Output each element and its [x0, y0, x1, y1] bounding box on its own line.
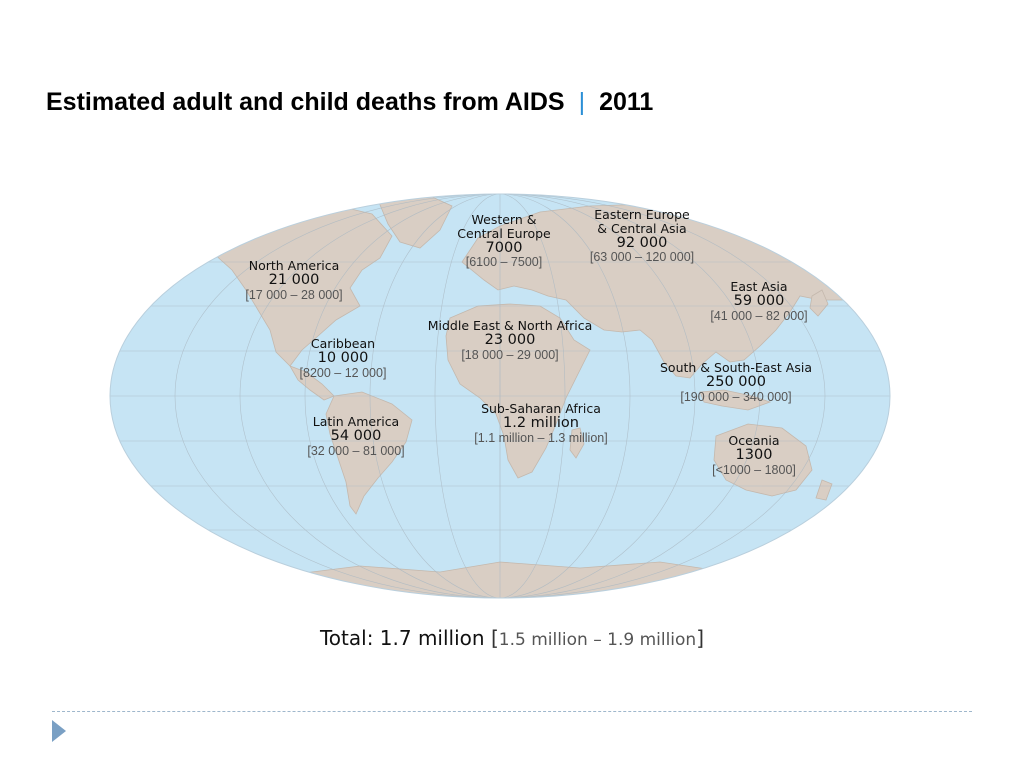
- footer-divider: [52, 711, 972, 712]
- region-oceania: Oceania 1300 [<1000 – 1800]: [712, 434, 796, 477]
- total-label: Total: 1.7 million: [319, 626, 485, 650]
- globe-outline: [109, 193, 891, 599]
- land-south-america: [325, 391, 413, 515]
- region-eastern-europe-central-asia: Eastern Europe & Central Asia 92 000 [63…: [590, 208, 694, 265]
- region-name-line1: Western &: [471, 212, 537, 227]
- region-value: 1300: [735, 446, 773, 463]
- region-east-asia: East Asia 59 000 [41 000 – 82 000]: [710, 280, 807, 323]
- region-name: North America: [248, 258, 340, 273]
- total-range: 1.5 million – 1.9 million: [498, 630, 697, 650]
- land-north-america: [199, 203, 393, 367]
- land-madagascar: [569, 427, 585, 459]
- region-name: Middle East & North Africa: [427, 318, 593, 333]
- title-separator: |: [578, 88, 586, 116]
- region-range: [6100 – 7500]: [465, 255, 543, 270]
- region-sub-saharan-africa: Sub-Saharan Africa 1.2 million [1.1 mill…: [474, 402, 607, 445]
- land-new-zealand: [815, 479, 833, 501]
- title-main: Estimated adult and child deaths from AI…: [46, 88, 565, 116]
- region-range: [41 000 – 82 000]: [710, 308, 808, 323]
- region-value: 92 000: [616, 234, 668, 251]
- region-range: [8200 – 12 000]: [299, 365, 387, 380]
- region-value: 250 000: [706, 373, 766, 390]
- region-range: [<1000 – 1800]: [712, 462, 796, 477]
- land-africa: [445, 303, 591, 479]
- region-north-america: North America 21 000 [17 000 – 28 000]: [245, 259, 342, 302]
- region-name: Caribbean: [310, 336, 376, 351]
- land-central-america: [289, 365, 335, 401]
- land-greenland: [377, 195, 453, 249]
- total-bracket-open: [: [490, 626, 499, 650]
- region-name-line1: Eastern Europe: [594, 207, 690, 222]
- total-bracket-close: ]: [696, 626, 705, 650]
- region-western-central-europe: Western & Central Europe 7000 [6100 – 75…: [457, 213, 550, 270]
- region-name: East Asia: [730, 279, 788, 294]
- region-value: 1.2 million: [503, 414, 579, 431]
- region-range: [190 000 – 340 000]: [680, 389, 792, 404]
- region-value: 23 000: [484, 331, 536, 348]
- region-range: [17 000 – 28 000]: [245, 287, 343, 302]
- region-range: [63 000 – 120 000]: [589, 250, 695, 265]
- region-name: South & South-East Asia: [659, 360, 813, 375]
- region-name: Oceania: [728, 433, 780, 448]
- region-name-line2: & Central Asia: [597, 220, 687, 236]
- region-latin-america: Latin America 54 000 [32 000 – 81 000]: [307, 415, 404, 458]
- region-value: 21 000: [268, 271, 320, 288]
- region-range: [32 000 – 81 000]: [307, 443, 405, 458]
- slide-title: Estimated adult and child deaths from AI…: [46, 88, 653, 117]
- next-arrow-icon[interactable]: [52, 720, 66, 742]
- region-south-southeast-asia: South & South-East Asia 250 000 [190 000…: [660, 361, 812, 404]
- region-name-line2: Central Europe: [457, 225, 551, 241]
- region-value: 10 000: [317, 349, 369, 366]
- land-australia: [713, 423, 813, 497]
- region-range: [1.1 million – 1.3 million]: [474, 430, 608, 445]
- region-caribbean: Caribbean 10 000 [8200 – 12 000]: [300, 337, 387, 380]
- region-middle-east-north-africa: Middle East & North Africa 23 000 [18 00…: [428, 319, 593, 362]
- graticule: [110, 194, 890, 598]
- land-indonesia: [699, 389, 772, 411]
- region-value: 54 000: [330, 427, 382, 444]
- region-name: Sub-Saharan Africa: [481, 401, 601, 416]
- total-line: Total: 1.7 million [1.5 million – 1.9 mi…: [0, 626, 1024, 650]
- region-range: [18 000 – 29 000]: [461, 347, 559, 362]
- region-name: Latin America: [312, 414, 400, 429]
- region-value: 59 000: [733, 292, 785, 309]
- title-year: 2011: [599, 88, 654, 116]
- region-value: 7000: [485, 239, 523, 256]
- land-masses: [199, 195, 861, 598]
